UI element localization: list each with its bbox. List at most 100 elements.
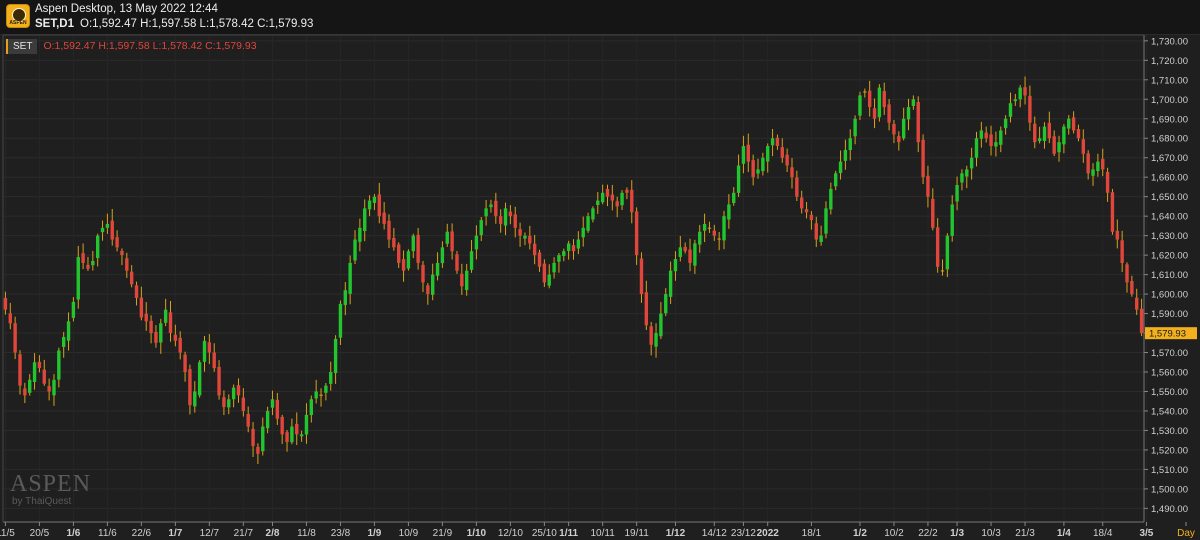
candle-body: [460, 273, 464, 287]
candle: [528, 225, 532, 250]
candle: [809, 211, 814, 230]
plot-area[interactable]: [3, 35, 1144, 522]
candle: [926, 165, 930, 208]
candle: [324, 382, 328, 401]
candle: [23, 382, 27, 404]
y-tick-label: 1,660.00: [1151, 173, 1188, 184]
candle-body: [1037, 138, 1042, 142]
candle: [397, 242, 401, 269]
candle: [445, 223, 449, 247]
candle: [81, 243, 85, 270]
candle-body: [756, 169, 760, 174]
candle: [498, 209, 503, 233]
candle: [479, 216, 483, 242]
candle-body: [445, 231, 449, 244]
x-tick-label: 10/2: [884, 528, 904, 539]
candle: [217, 360, 221, 400]
candle: [1057, 135, 1061, 162]
candle: [916, 96, 920, 153]
candle: [367, 195, 372, 217]
symbol-label: SET,D1: [35, 18, 74, 30]
symbol-tag[interactable]: SET: [6, 39, 38, 54]
candle-body: [528, 235, 532, 244]
candle-body: [348, 262, 352, 294]
candle-body: [683, 246, 687, 252]
candle-body: [732, 192, 736, 204]
candle-body: [955, 184, 959, 202]
candle-body: [562, 251, 566, 256]
x-axis[interactable]: 11/5 20/5 1/6 11/6 22/6 1/7 12/7 21/7 2/8 11/8 23/…: [0, 522, 1195, 539]
x-tick-label: 11/5: [0, 528, 15, 539]
candle: [508, 205, 513, 225]
candle: [979, 121, 984, 148]
legend-ohlc: O:1,592.47 H:1,597.58 L:1,578.42 C:1,579…: [43, 40, 257, 52]
candle-body: [673, 259, 678, 272]
candle-body: [469, 251, 474, 270]
candle: [1139, 298, 1144, 337]
candle-body: [596, 200, 600, 206]
candle-body: [61, 336, 66, 347]
candle-body: [193, 391, 197, 407]
candle: [707, 221, 712, 233]
candle-body: [741, 146, 746, 164]
candle: [178, 331, 182, 360]
candle: [804, 201, 809, 219]
candle-body: [901, 118, 906, 139]
candle: [125, 252, 129, 279]
candle-body: [387, 220, 391, 240]
candle-body: [1003, 118, 1008, 129]
candle: [819, 225, 823, 246]
candle: [265, 406, 270, 434]
y-tick-label: 1,650.00: [1151, 192, 1188, 203]
candle-body: [1028, 95, 1032, 123]
candle: [411, 233, 415, 259]
candle-body: [163, 309, 168, 323]
candle-body: [833, 173, 838, 187]
candle-body: [401, 259, 406, 271]
candle: [712, 224, 717, 241]
candle: [421, 260, 425, 293]
candle-body: [1115, 230, 1119, 240]
x-tick-label: 2022: [757, 528, 780, 539]
candle-body: [217, 366, 221, 396]
candle-body: [129, 271, 134, 285]
candle: [231, 384, 236, 408]
candle: [387, 214, 391, 248]
x-tick-label: 1/7: [168, 528, 182, 539]
candle: [1081, 129, 1086, 163]
candle-body: [392, 238, 396, 248]
candle: [363, 199, 367, 242]
candle-body: [13, 323, 17, 353]
candle: [66, 312, 71, 351]
candle: [1125, 262, 1129, 293]
candle-body: [319, 394, 323, 396]
candle-body: [382, 212, 386, 224]
candle-body: [251, 428, 255, 447]
candle: [901, 107, 906, 141]
candle: [965, 165, 969, 189]
candle-body: [338, 303, 343, 338]
x-tick-label: 11/8: [297, 528, 316, 539]
y-axis[interactable]: 1,490.00 1,500.00 1,510.00 1,520.00 1,530.00…: [1144, 36, 1188, 515]
candle-body: [91, 260, 95, 266]
candle-body: [503, 208, 508, 226]
x-tick-label: 2/8: [266, 528, 280, 539]
candle: [207, 334, 212, 365]
candle-body: [795, 177, 799, 197]
candle-body: [931, 198, 935, 228]
candle-body: [906, 107, 911, 120]
candle-body: [615, 201, 619, 207]
candle: [416, 228, 420, 270]
candle-body: [518, 229, 522, 236]
candle-body: [299, 434, 304, 437]
candle-body: [1052, 136, 1056, 154]
candle-body: [8, 313, 12, 324]
candle: [494, 192, 498, 224]
x-tick-label: 12/7: [200, 528, 220, 539]
candle: [1033, 116, 1037, 149]
candle: [197, 360, 202, 398]
candle-body: [736, 165, 741, 193]
candle: [877, 84, 882, 122]
candle: [1135, 288, 1139, 316]
